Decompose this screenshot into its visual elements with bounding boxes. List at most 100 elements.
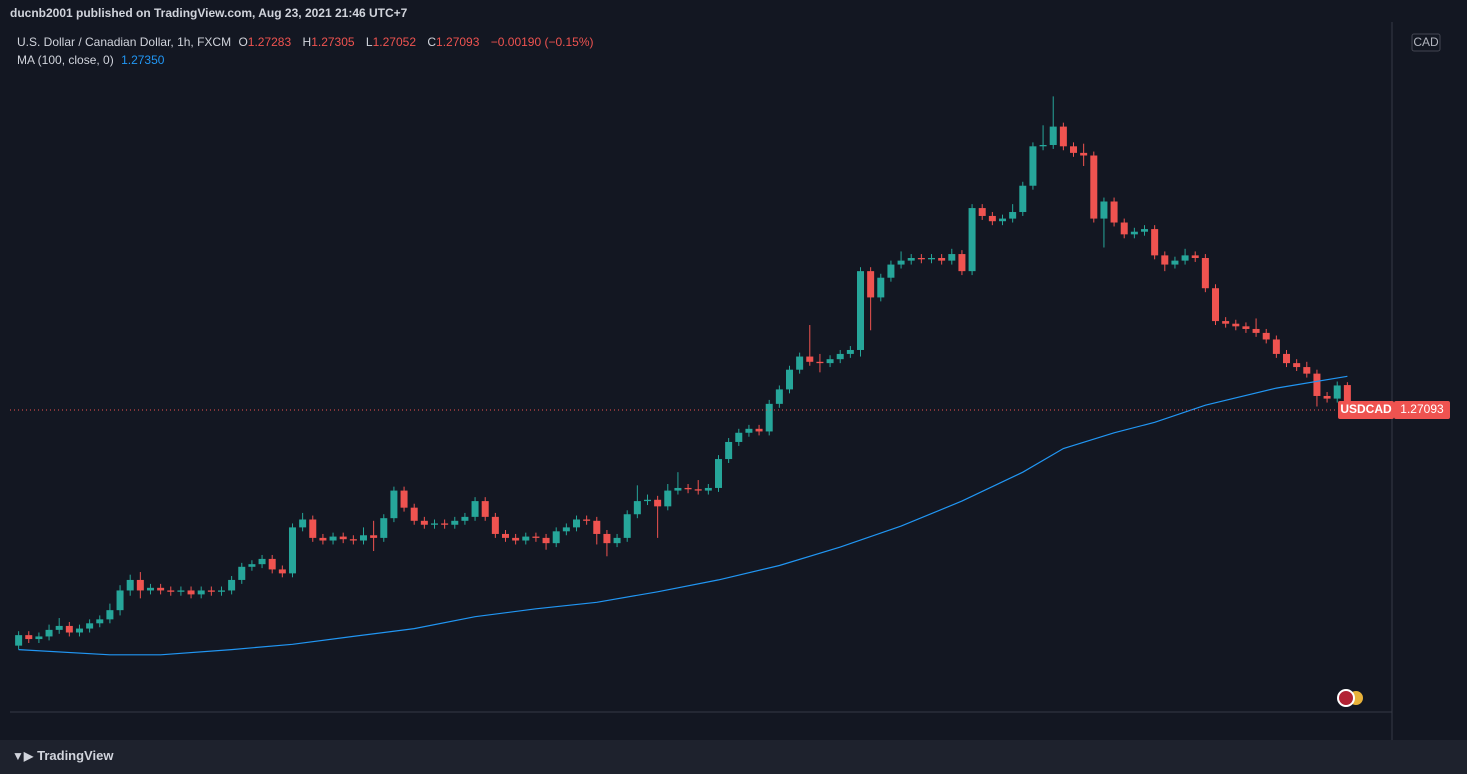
candle-body: [643, 499, 651, 502]
currency: CAD: [1413, 35, 1439, 49]
candle-body: [65, 625, 73, 633]
candle-body: [938, 258, 946, 261]
candle-body: [1019, 185, 1027, 213]
candle-body: [1090, 155, 1098, 219]
candle-body: [1171, 260, 1179, 265]
candle-body: [816, 361, 824, 364]
candle-body: [45, 629, 53, 637]
candle-body: [339, 536, 347, 540]
flags: [1337, 689, 1365, 707]
candle-body: [978, 208, 986, 216]
candle-body: [319, 537, 327, 541]
candle-body: [1049, 126, 1057, 145]
candle-body: [613, 537, 621, 544]
candle-body: [684, 487, 692, 490]
candle-body: [1100, 201, 1108, 219]
candle-body: [400, 490, 408, 508]
candle-body: [116, 590, 124, 611]
footer-bar: [0, 740, 1467, 774]
h-label: H: [302, 35, 312, 49]
candle-body: [1343, 385, 1351, 411]
candle-body: [887, 264, 895, 278]
candle-body: [1283, 353, 1291, 364]
candle-body: [380, 518, 388, 538]
candle-body: [461, 516, 469, 521]
footer: ▼▶ TradingView: [12, 748, 113, 763]
candle-body: [390, 490, 398, 519]
candle-body: [836, 353, 844, 360]
candle-body: [309, 519, 317, 538]
candle-body: [471, 501, 479, 517]
candle-body: [867, 271, 875, 298]
ohlc: H1.27305: [303, 35, 359, 49]
candle-body: [917, 258, 925, 260]
candle-body: [846, 349, 854, 354]
candle-body: [451, 520, 459, 525]
candle-body: [248, 564, 256, 567]
price-tag: [1338, 401, 1394, 420]
candle-body: [1232, 323, 1240, 327]
footer-text: TradingView: [37, 748, 114, 763]
ohlc: C1.27093: [427, 35, 483, 49]
candle-body: [745, 428, 753, 433]
candle-body: [491, 516, 499, 534]
c-value: 1.27093: [436, 35, 480, 49]
candle-body: [1222, 321, 1230, 324]
candle-body: [512, 537, 520, 541]
candle-body: [197, 590, 205, 595]
candle-body: [796, 356, 804, 370]
candle-body: [35, 636, 43, 640]
candle-body: [532, 536, 540, 538]
candle-body: [725, 441, 733, 460]
candle-body: [288, 527, 296, 574]
candle-body: [1141, 229, 1149, 232]
candle-body: [167, 590, 175, 592]
candle-body: [136, 579, 144, 591]
candle-body: [1201, 258, 1209, 289]
candle-body: [897, 260, 905, 265]
candle-body: [481, 501, 489, 517]
price-tag: [1394, 401, 1450, 420]
candle-body: [106, 610, 114, 620]
candle-body: [430, 523, 438, 525]
candle-body: [988, 215, 996, 222]
candle-body: [765, 403, 773, 432]
candle-body: [1191, 255, 1199, 259]
candle-body: [75, 628, 83, 633]
candle-body: [1303, 367, 1311, 374]
candle-body: [572, 519, 580, 528]
candle-body: [1029, 146, 1037, 186]
candle-body: [329, 536, 337, 541]
candle-body: [278, 569, 286, 574]
candle-body: [238, 566, 246, 580]
candle-body: [126, 579, 134, 591]
candle-body: [349, 539, 357, 541]
candle-body: [441, 523, 449, 525]
candle-body: [583, 519, 591, 521]
candle-body: [907, 258, 915, 261]
candle-body: [1252, 328, 1260, 333]
candle-body: [15, 635, 23, 646]
candle-body: [968, 208, 976, 272]
ma-value: 1.27350: [121, 53, 165, 67]
candle-body: [664, 490, 672, 507]
candle-body: [826, 359, 834, 364]
candle-body: [1242, 326, 1250, 329]
candle-body: [1130, 231, 1138, 235]
candle-body: [694, 489, 702, 491]
candle-body: [1212, 288, 1220, 322]
symbol-legend: U.S. Dollar / Canadian Dollar, 1h, FXCM …: [17, 35, 598, 49]
candle-body: [420, 520, 428, 525]
candle-body: [958, 254, 966, 272]
last-price-label: 1.27093: [1400, 402, 1444, 416]
candle-body: [1323, 395, 1331, 399]
candle-body: [410, 507, 418, 521]
o-label: O: [238, 35, 248, 49]
candle-body: [775, 389, 783, 404]
candle-body: [258, 558, 266, 565]
l-value: 1.27052: [372, 35, 416, 49]
candle-body: [157, 587, 165, 591]
o-value: 1.27283: [247, 35, 292, 49]
candle-body: [55, 625, 63, 630]
